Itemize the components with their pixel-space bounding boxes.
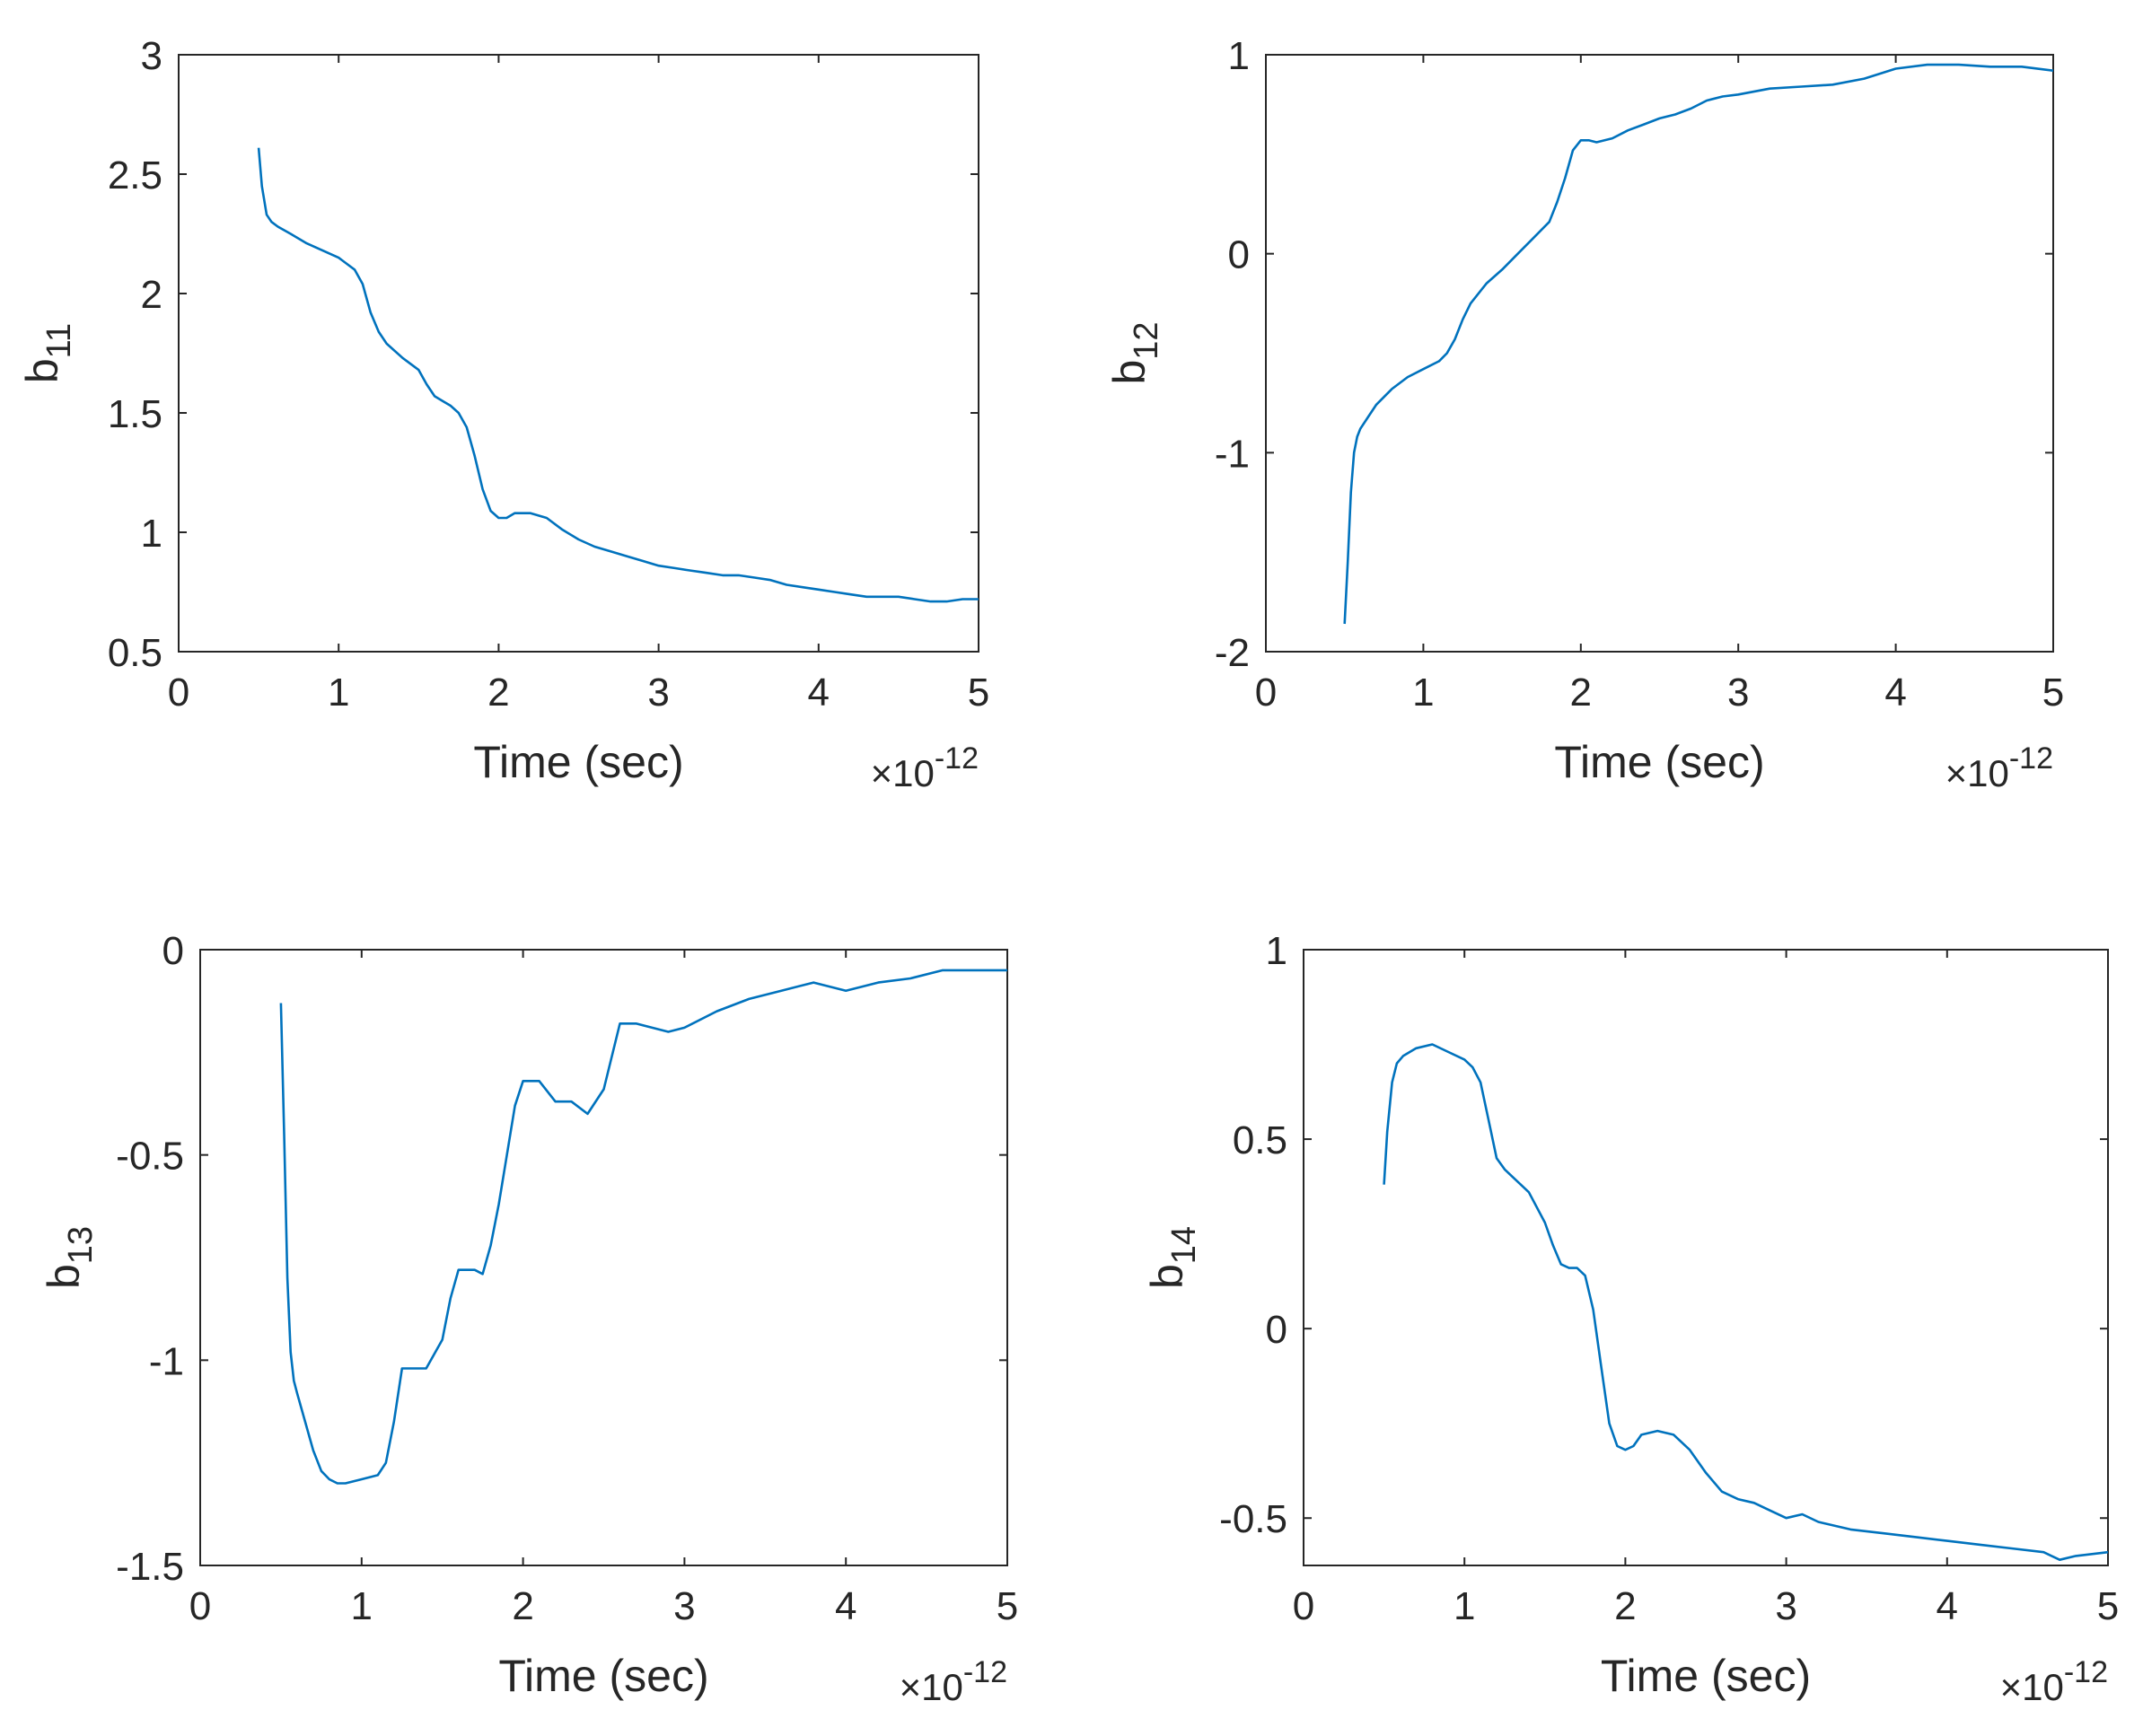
x-tick-label: 0: [1293, 1584, 1314, 1628]
y-axis-label: b12: [1104, 321, 1165, 384]
series-line-b14: [1383, 1043, 2109, 1561]
x-tick-label: 0: [168, 671, 189, 715]
y-tick-label: 0.5: [1233, 1118, 1287, 1162]
y-tick-label: 2.5: [108, 153, 162, 197]
x-tick-label: 3: [1727, 671, 1749, 715]
y-tick-label: 3: [141, 34, 162, 78]
axes-frame: [178, 54, 979, 653]
axes-frame: [199, 949, 1008, 1566]
x-axis-label: Time (sec): [473, 737, 683, 787]
x-tick-label: 2: [512, 1584, 533, 1628]
axes-frame: [1265, 54, 2054, 653]
y-axis-label: b13: [39, 1226, 100, 1289]
x-tick-label: 2: [487, 671, 509, 715]
x-tick-label: 5: [2042, 671, 2064, 715]
series-line-b13: [279, 969, 1007, 1485]
x-exponent-label: ×10-12: [871, 741, 979, 794]
x-tick-label: 4: [1884, 671, 1906, 715]
y-tick-label: -0.5: [116, 1135, 184, 1179]
x-axis-label: Time (sec): [1601, 1651, 1811, 1701]
y-tick-label: -0.5: [1219, 1497, 1287, 1541]
y-tick-label: -1.5: [116, 1545, 184, 1589]
series-line-b11: [257, 147, 979, 603]
axes-frame: [1303, 949, 2109, 1566]
y-tick-label: 0.5: [108, 631, 162, 675]
x-tick-label: 3: [1775, 1584, 1796, 1628]
y-tick-label: 0: [1266, 1308, 1287, 1352]
y-tick-label: 1: [141, 512, 162, 556]
panel-b13: 0 1 2 3 4 5 -1.5 -1 -0.5 0 Time (sec) ×10-12 b13: [39, 929, 1018, 1708]
y-tick-label: -2: [1215, 631, 1250, 675]
panel-b12: 0 1 2 3 4 5 -2 -1 0 1 Time (sec) ×10-12 b12: [1104, 34, 2064, 794]
y-tick-label: -1: [1215, 432, 1250, 476]
y-tick-label: 0: [1228, 233, 1250, 277]
x-tick-label: 5: [997, 1584, 1018, 1628]
y-tick-label: 0: [162, 929, 184, 973]
x-tick-label: 5: [968, 671, 989, 715]
x-tick-label: 4: [835, 1584, 856, 1628]
y-tick-label: -1: [149, 1339, 184, 1383]
x-tick-label: 1: [328, 671, 349, 715]
y-axis-label: b11: [17, 323, 78, 383]
y-tick-label: 2: [141, 273, 162, 317]
x-tick-label: 4: [808, 671, 830, 715]
x-exponent-label: ×10-12: [900, 1655, 1007, 1708]
x-tick-label: 4: [1937, 1584, 1958, 1628]
panel-b11: 0 1 2 3 4 5 0.5 1 1.5 2 2.5 3 Time (sec) ×10-12 b11: [17, 34, 989, 794]
x-tick-label: 5: [2097, 1584, 2119, 1628]
x-tick-label: 1: [351, 1584, 373, 1628]
x-exponent-label: ×10-12: [2000, 1655, 2108, 1708]
x-exponent-label: ×10-12: [1945, 741, 2053, 794]
y-tick-label: 1: [1228, 34, 1250, 78]
y-tick-label: 1.5: [108, 392, 162, 436]
x-tick-label: 1: [1454, 1584, 1475, 1628]
x-tick-label: 3: [673, 1584, 695, 1628]
x-tick-label: 1: [1412, 671, 1434, 715]
x-axis-label: Time (sec): [1554, 737, 1764, 787]
series-line-b12: [1343, 63, 2054, 625]
x-tick-label: 0: [189, 1584, 211, 1628]
x-tick-label: 0: [1255, 671, 1277, 715]
x-tick-label: 2: [1614, 1584, 1636, 1628]
x-axis-label: Time (sec): [498, 1651, 708, 1701]
y-tick-label: 1: [1266, 929, 1287, 973]
x-tick-label: 3: [647, 671, 669, 715]
x-tick-label: 2: [1570, 671, 1592, 715]
y-axis-label: b14: [1142, 1226, 1203, 1289]
